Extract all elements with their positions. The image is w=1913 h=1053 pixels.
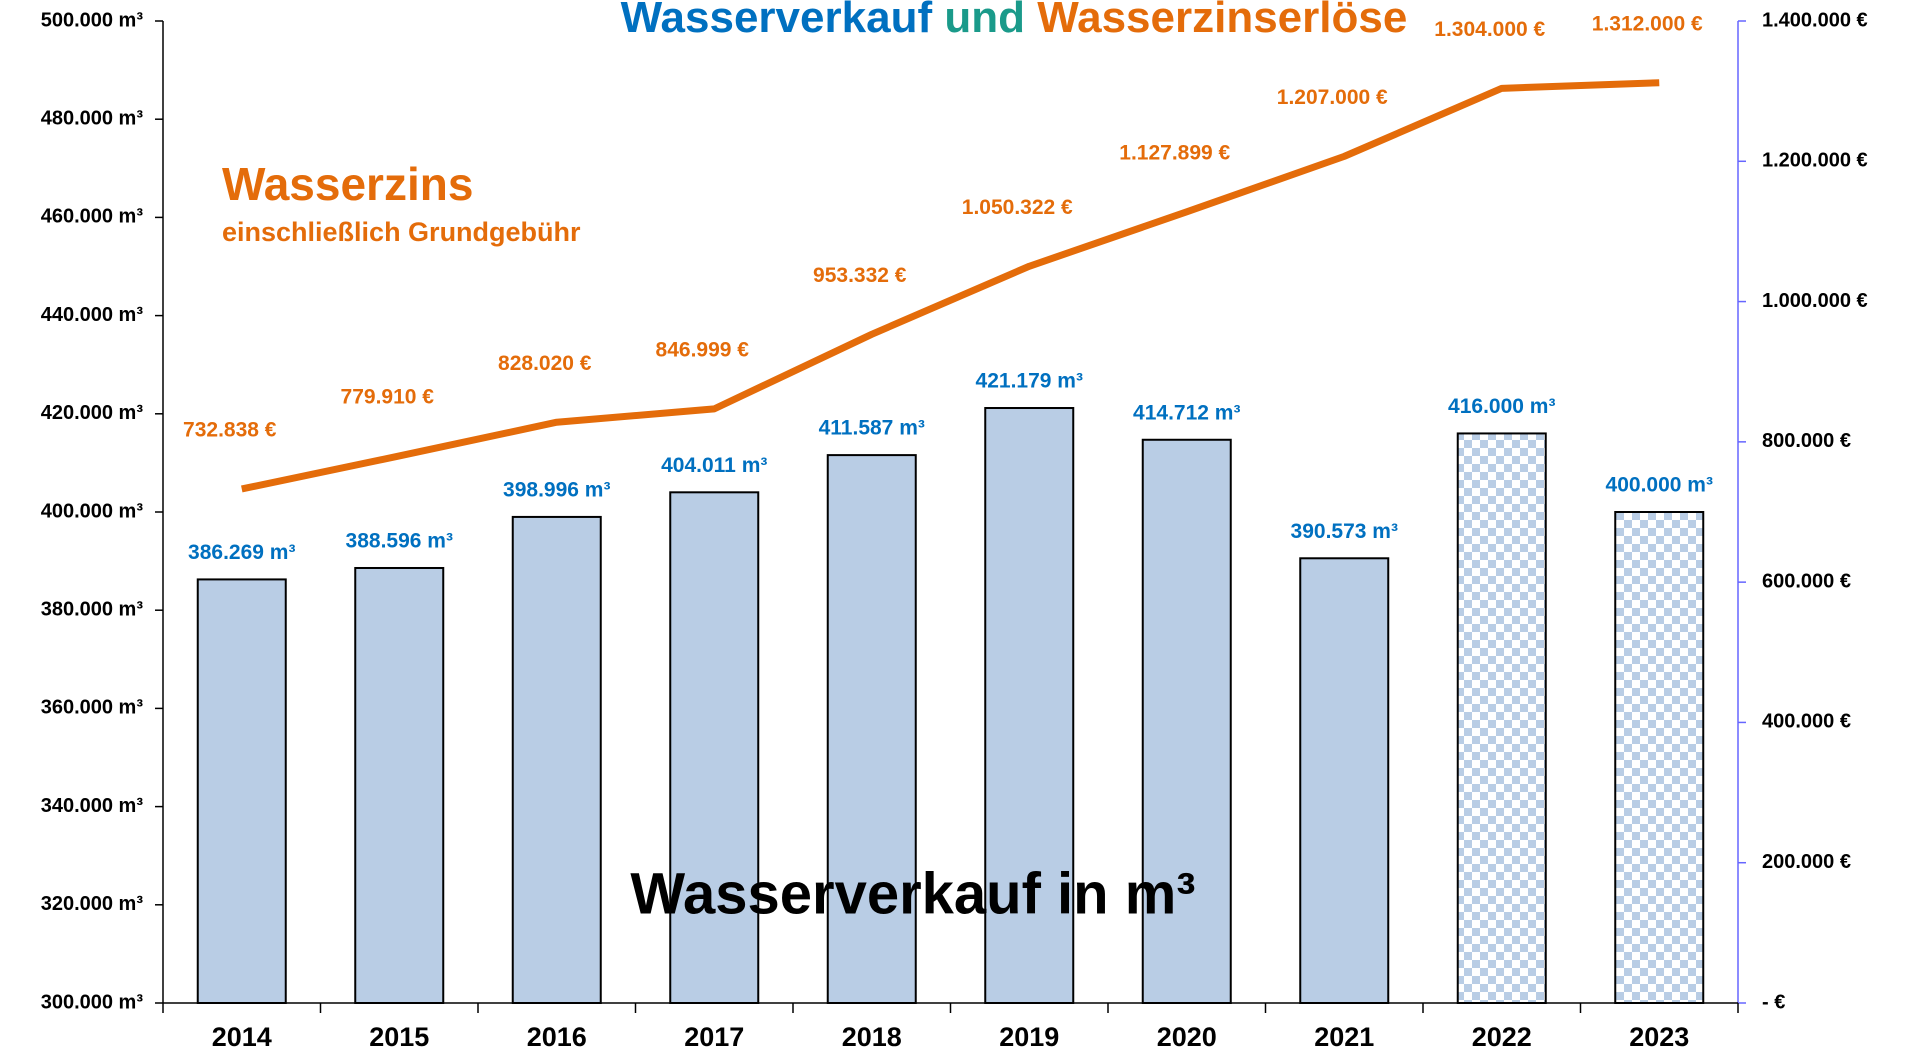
bar-value-label: 398.996 m³	[503, 478, 610, 501]
bar-value-label: 411.587 m³	[819, 417, 925, 440]
bar	[354, 566, 445, 1004]
x-tick-label: 2021	[1314, 1022, 1374, 1052]
x-tick-label: 2023	[1629, 1022, 1689, 1052]
x-tick-label: 2018	[842, 1022, 902, 1052]
bar-value-label: 416.000 m³	[1448, 395, 1555, 418]
line-series-name: Wasserzins	[222, 158, 473, 210]
chart-title: Wasserverkauf und Wasserzinserlöse	[621, 0, 1408, 42]
line-value-label: 1.050.322 €	[962, 196, 1073, 219]
line-value-label: 1.127.899 €	[1119, 141, 1230, 164]
bar	[1299, 557, 1390, 1004]
bar-value-label: 386.269 m³	[188, 541, 295, 564]
line-value-label: 953.332 €	[813, 264, 907, 287]
y2-tick-label: 600.000 €	[1762, 570, 1851, 592]
y-tick-label: 500.000 m³	[41, 9, 144, 31]
y2-tick-label: 1.000.000 €	[1762, 290, 1868, 312]
bar	[984, 407, 1075, 1004]
line-value-label: 1.207.000 €	[1277, 86, 1388, 109]
bar	[1141, 438, 1232, 1004]
title-part: Wasserverkauf	[621, 0, 933, 42]
x-tick-label: 2017	[684, 1022, 744, 1052]
y2-tick-label: 400.000 €	[1762, 711, 1851, 733]
x-tick-label: 2022	[1472, 1022, 1532, 1052]
bar-value-label: 388.596 m³	[346, 530, 453, 553]
line-value-label: 828.020 €	[498, 352, 592, 375]
bar-value-label: 404.011 m³	[661, 454, 767, 477]
bar-value-label: 414.712 m³	[1133, 401, 1240, 424]
bar-value-label: 400.000 m³	[1606, 474, 1713, 497]
x-tick-label: 2020	[1157, 1022, 1217, 1052]
y-tick-label: 420.000 m³	[41, 402, 144, 424]
bar-value-label: 390.573 m³	[1291, 520, 1398, 543]
y-tick-label: 460.000 m³	[41, 206, 144, 228]
y2-tick-label: 1.400.000 €	[1762, 9, 1868, 31]
bar	[511, 515, 602, 1004]
bar	[669, 491, 760, 1004]
title-part: und	[944, 0, 1025, 42]
x-tick-label: 2016	[527, 1022, 587, 1052]
bar	[1456, 432, 1547, 1004]
line-value-label: 779.910 €	[341, 385, 435, 408]
y-tick-label: 360.000 m³	[41, 697, 144, 719]
y-tick-label: 440.000 m³	[41, 304, 144, 326]
y-tick-label: 340.000 m³	[41, 795, 144, 817]
y2-tick-label: 1.200.000 €	[1762, 150, 1868, 172]
bar-series-name: Wasserverkauf in m³	[630, 861, 1195, 926]
bar	[1614, 511, 1705, 1004]
y2-tick-label: 200.000 €	[1762, 851, 1851, 873]
y-tick-label: 300.000 m³	[41, 991, 144, 1013]
y-tick-label: 400.000 m³	[41, 500, 144, 522]
y2-tick-label: 800.000 €	[1762, 430, 1851, 452]
x-tick-label: 2019	[999, 1022, 1059, 1052]
y2-tick-label: - €	[1762, 991, 1785, 1013]
line-value-label: 1.304.000 €	[1434, 18, 1545, 41]
bar	[826, 454, 917, 1004]
annotation: einschließlich Grundgebühr	[222, 217, 581, 247]
line-value-label: 1.312.000 €	[1592, 12, 1703, 35]
x-tick-label: 2015	[369, 1022, 429, 1052]
title-part: Wasserzinserlöse	[1037, 0, 1407, 42]
y-tick-label: 480.000 m³	[41, 107, 144, 129]
line-value-label: 846.999 €	[656, 338, 750, 361]
line	[241, 79, 1660, 493]
y-tick-label: 320.000 m³	[41, 893, 144, 915]
y-tick-label: 380.000 m³	[41, 598, 144, 620]
bar	[196, 578, 287, 1004]
bar-value-label: 421.179 m³	[976, 370, 1083, 393]
x-tick-label: 2014	[212, 1022, 272, 1052]
line-value-label: 732.838 €	[183, 419, 277, 442]
